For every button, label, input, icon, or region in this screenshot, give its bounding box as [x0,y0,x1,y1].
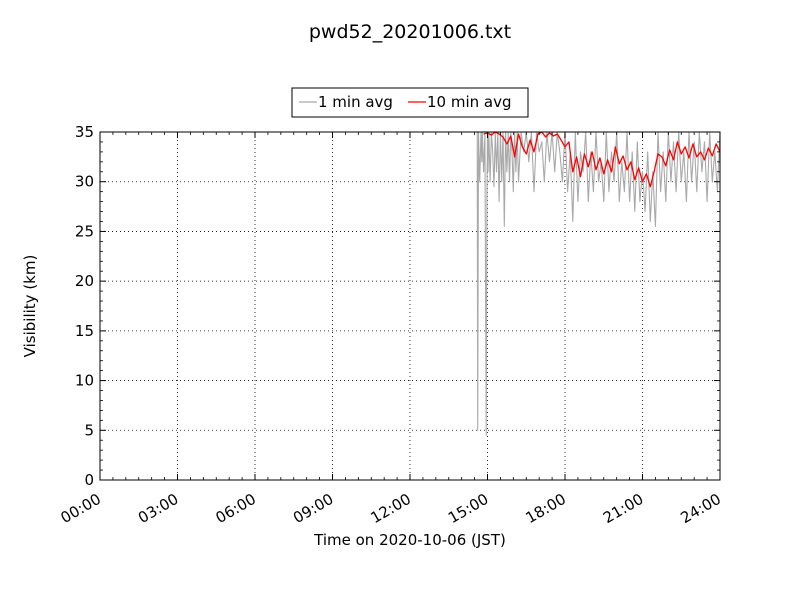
x-tick-label: 00:00 [58,490,104,527]
y-tick-labels: 0 5 10 15 20 25 30 35 [75,123,94,489]
y-tick-label: 35 [75,123,94,141]
x-axis-label: Time on 2020-10-06 (JST) [313,531,506,549]
y-tick-label: 20 [75,272,94,290]
series-line-10-min-avg [483,132,720,188]
y-tick-label: 5 [84,421,94,439]
series-line-1-min-avg [476,132,720,436]
legend: 1 min avg 10 min avg [291,87,529,118]
x-tick-labels: 00:00 03:00 06:00 09:00 12:00 15:00 18:00 21:00… [58,490,724,527]
x-tick-label: 06:00 [213,490,259,527]
y-tick-label: 0 [84,471,94,489]
x-tick-label: 12:00 [368,490,414,527]
x-tick-label: 21:00 [600,490,646,527]
y-tick-label: 15 [75,322,94,340]
x-tick-label: 09:00 [290,490,336,527]
legend-label-10-min-avg: 10 min avg [427,93,512,111]
x-tick-label: 03:00 [135,490,181,527]
x-tick-label: 24:00 [678,490,724,527]
chart-title: pwd52_20201006.txt [309,21,511,43]
legend-label-1-min-avg: 1 min avg [318,93,393,111]
y-tick-label: 25 [75,222,94,240]
y-tick-label: 30 [75,173,94,191]
x-tick-label: 15:00 [445,490,491,527]
y-axis-label: Visibility (km) [21,255,39,358]
x-tick-label: 18:00 [523,490,569,527]
y-tick-label: 10 [75,372,94,390]
axis-ticks [99,131,721,481]
grid-lines [100,132,720,480]
